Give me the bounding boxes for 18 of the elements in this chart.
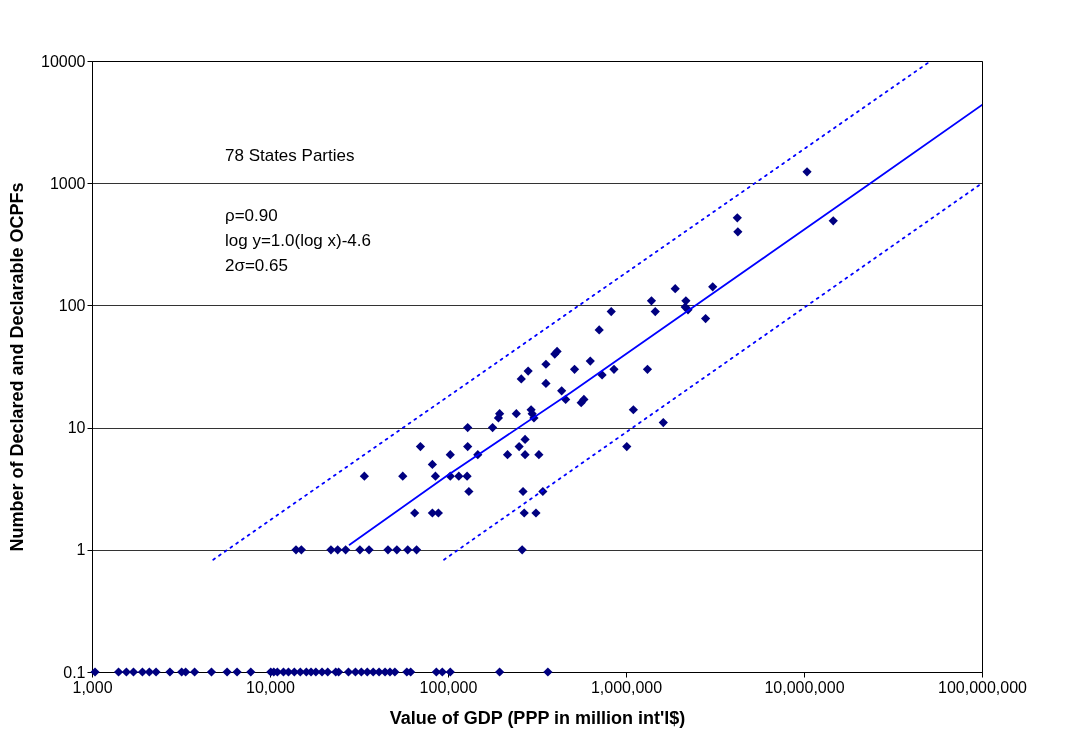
- x-axis-title: Value of GDP (PPP in million int'l$): [389, 707, 686, 728]
- annotation: 2σ=0.65: [225, 256, 288, 275]
- annotation: 78 States Parties: [225, 146, 355, 165]
- y-tick-label: 1: [76, 541, 86, 559]
- y-tick-label: 10000: [41, 52, 86, 70]
- y-tick-label: 100: [58, 296, 86, 314]
- y-axis-title: Number of Declared and Declarable OCPFs: [7, 182, 28, 552]
- annotation: ρ=0.90: [225, 206, 278, 225]
- y-tick-label: 0.1: [63, 663, 86, 681]
- x-tick-label: 10,000,000: [764, 678, 845, 696]
- x-tick-label: 1,000,000: [590, 678, 663, 696]
- x-tick-label: 1,000: [72, 678, 113, 696]
- annotation: log y=1.0(log x)-4.6: [225, 231, 371, 250]
- y-tick-label: 10: [67, 419, 86, 437]
- y-tick-label: 1000: [49, 174, 86, 192]
- x-tick-label: 100,000,000: [938, 678, 1028, 696]
- x-tick-label: 100,000: [419, 678, 478, 696]
- x-tick-label: 10,000: [246, 678, 296, 696]
